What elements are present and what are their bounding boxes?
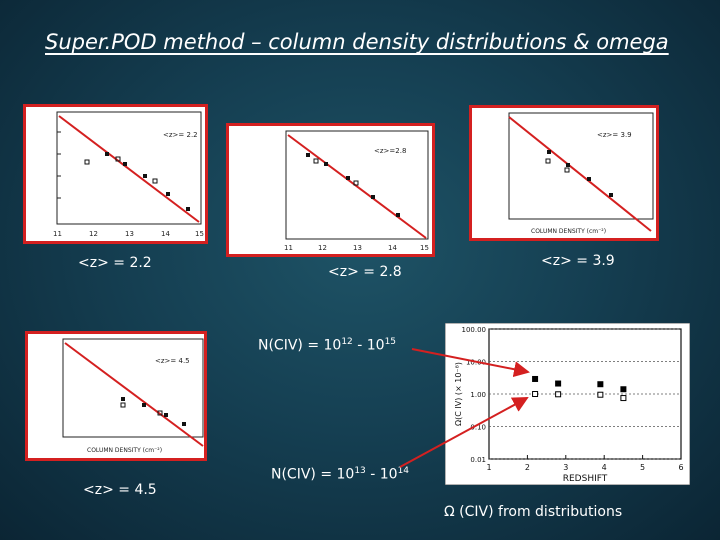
omega-point-open bbox=[532, 391, 539, 397]
omega-xtick: 4 bbox=[602, 463, 607, 472]
plot-z39: <z>= 3.9 COLUMN DENSITY (cm⁻²) bbox=[469, 105, 659, 241]
label-range-13-14: N(CIV) = 1013 - 1014 bbox=[271, 466, 410, 483]
omega-ylabel: Ω(C IV) (× 10⁻⁸) bbox=[454, 362, 463, 426]
label-z22: <z> = 2.2 bbox=[78, 255, 152, 271]
omega-point-filled bbox=[532, 375, 539, 382]
omega-symbol: Ω bbox=[444, 504, 455, 520]
arrow-lower bbox=[399, 397, 529, 468]
label-z45: <z> = 4.5 bbox=[83, 482, 157, 498]
omega-xtick: 1 bbox=[486, 463, 491, 472]
svg-text:13: 13 bbox=[125, 230, 134, 238]
plot-z28: <z>=2.8 11 12 13 14 15 bbox=[226, 123, 435, 257]
svg-text:14: 14 bbox=[388, 244, 397, 252]
omega-ytick: 0.10 bbox=[470, 424, 486, 432]
plot-z22-inset: <z>= 2.2 bbox=[163, 131, 198, 139]
label-z28: <z> = 2.8 bbox=[328, 264, 402, 280]
omega-xtick: 3 bbox=[563, 463, 568, 472]
svg-text:12: 12 bbox=[89, 230, 98, 238]
svg-text:COLUMN DENSITY (cm⁻²): COLUMN DENSITY (cm⁻²) bbox=[531, 228, 606, 235]
svg-text:15: 15 bbox=[420, 244, 429, 252]
omega-ytick: 0.01 bbox=[470, 456, 486, 464]
omega-xlabel: REDSHIFT bbox=[563, 474, 608, 484]
svg-text:COLUMN DENSITY (cm⁻²): COLUMN DENSITY (cm⁻²) bbox=[87, 447, 162, 454]
svg-text:11: 11 bbox=[53, 230, 62, 238]
svg-text:13: 13 bbox=[353, 244, 362, 252]
plot-z45: <z>= 4.5 COLUMN DENSITY (cm⁻²) bbox=[25, 331, 207, 461]
label-z39: <z> = 3.9 bbox=[541, 253, 615, 269]
omega-xtick: 6 bbox=[678, 463, 683, 472]
slide-title: Super.POD method – column density distri… bbox=[45, 30, 669, 54]
omega-xtick: 2 bbox=[525, 463, 530, 472]
omega-ytick: 1.00 bbox=[470, 391, 486, 399]
svg-text:15: 15 bbox=[195, 230, 204, 238]
plot-z22: <z>= 2.2 11 12 13 14 15 bbox=[23, 104, 208, 244]
omega-point-filled bbox=[555, 380, 562, 387]
omega-point-open bbox=[555, 391, 562, 398]
omega-caption: Ω (CIV) from distributions bbox=[444, 504, 623, 520]
svg-text:12: 12 bbox=[318, 244, 327, 252]
omega-xtick: 5 bbox=[640, 463, 645, 472]
omega-point-filled bbox=[597, 381, 604, 388]
svg-text:11: 11 bbox=[284, 244, 293, 252]
omega-point-filled bbox=[620, 386, 627, 393]
omega-point-open bbox=[597, 391, 604, 398]
plot-z39-inset: <z>= 3.9 bbox=[597, 131, 632, 139]
omega-ytick: 100.00 bbox=[462, 326, 487, 334]
label-range-12-15: N(CIV) = 1012 - 1015 bbox=[258, 337, 397, 354]
arrow-upper bbox=[411, 348, 530, 378]
svg-text:14: 14 bbox=[161, 230, 170, 238]
plot-z45-inset: <z>= 4.5 bbox=[155, 357, 190, 365]
plot-z28-inset: <z>=2.8 bbox=[374, 147, 406, 155]
omega-point-open bbox=[620, 395, 627, 402]
